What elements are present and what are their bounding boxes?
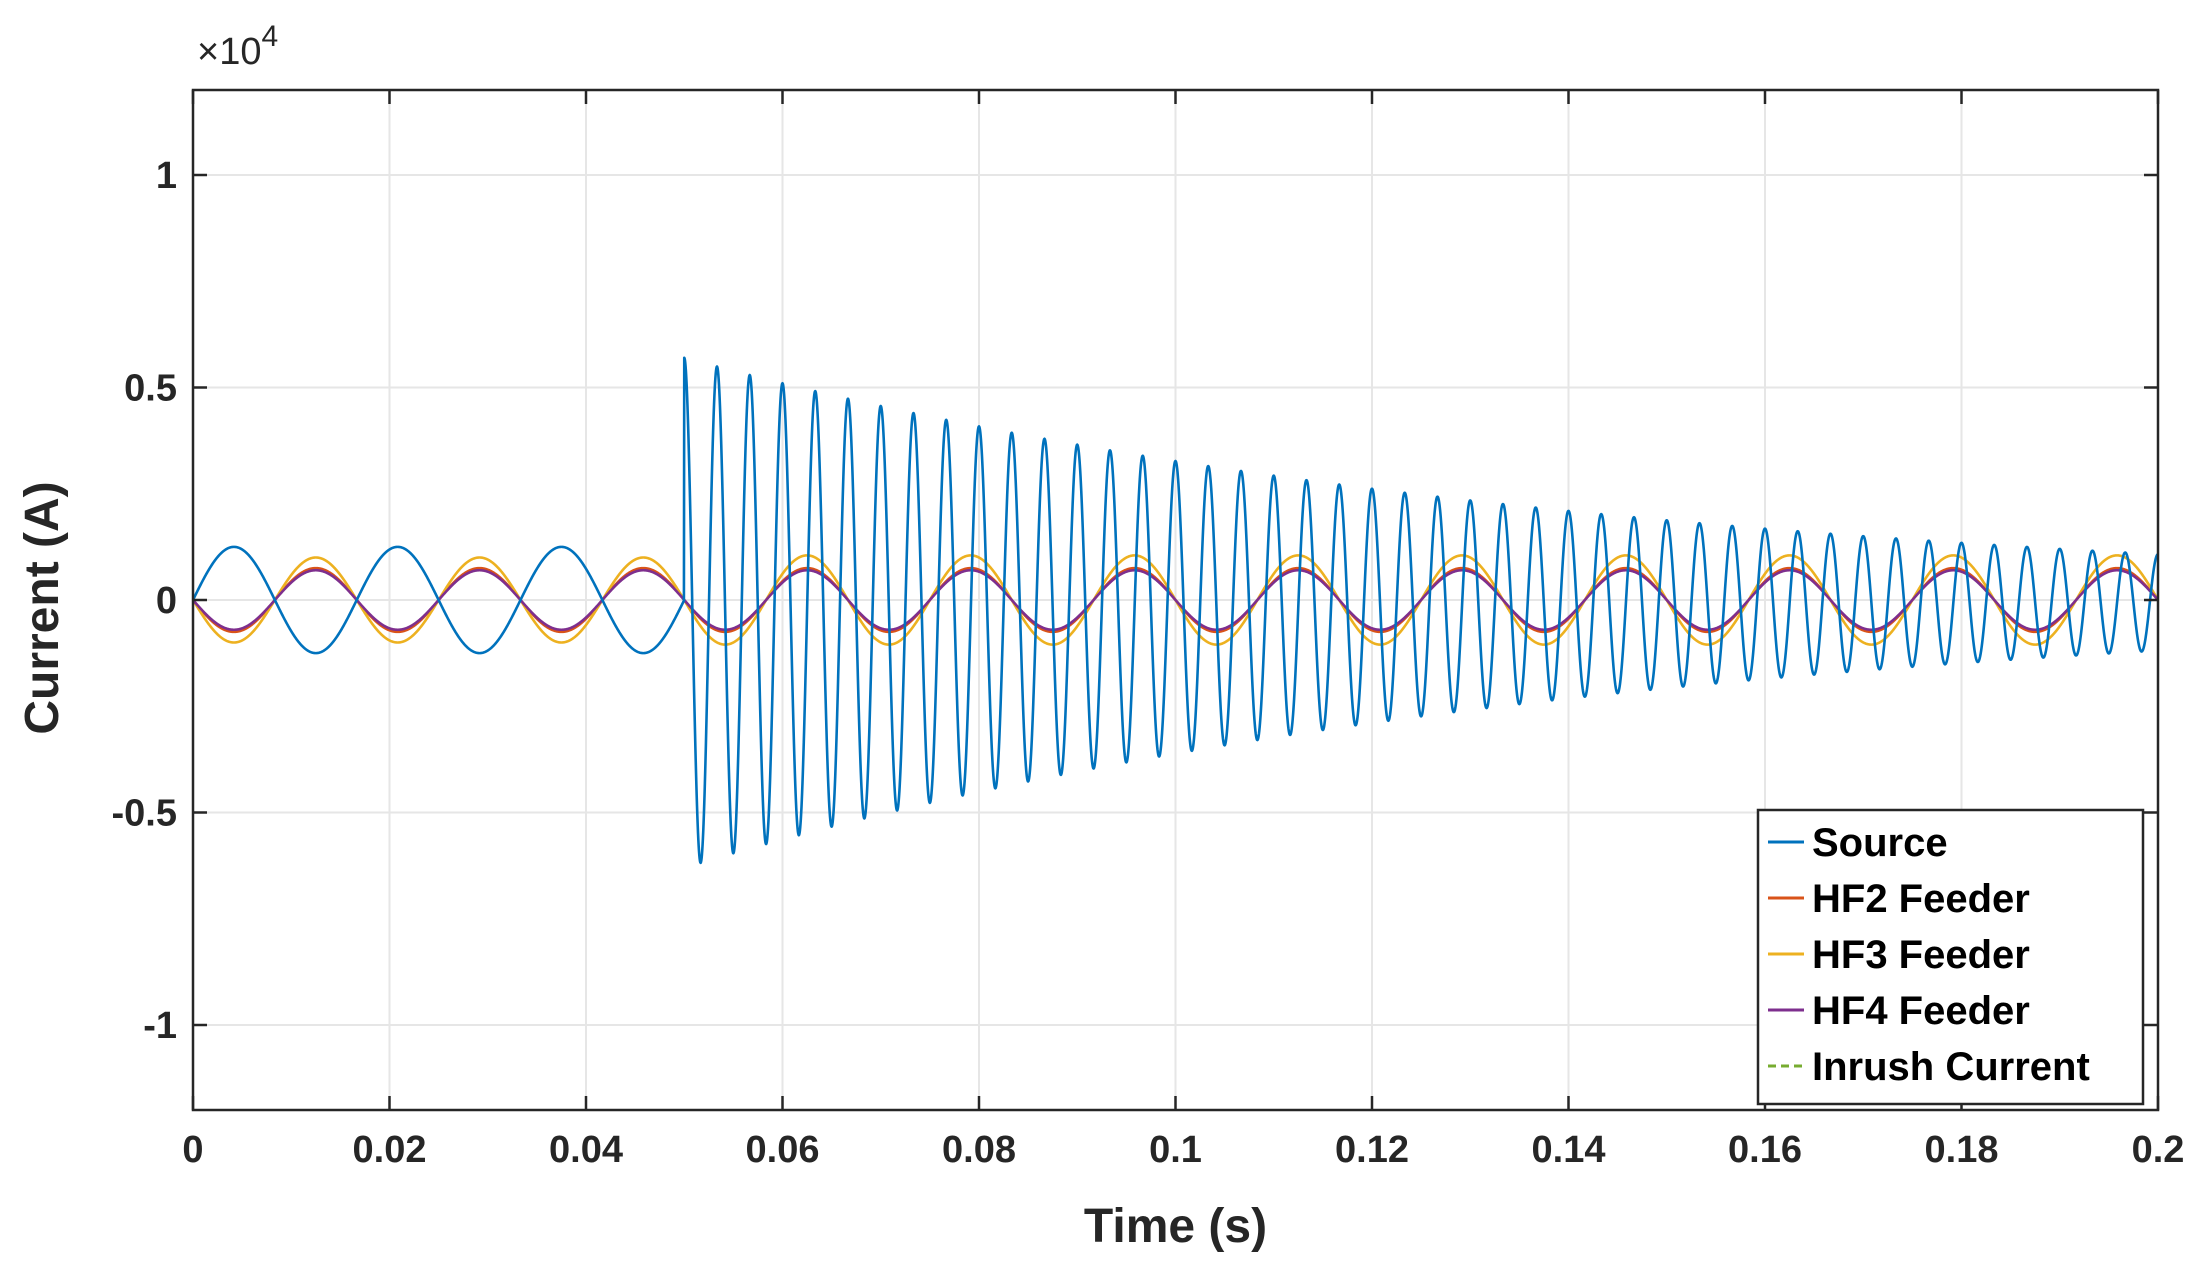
x-tick-label: 0.04 [549, 1129, 623, 1171]
legend-label: Source [1812, 821, 1948, 865]
legend-box [1756, 808, 2145, 1106]
x-tick-label: 0.18 [1925, 1129, 1999, 1171]
x-tick-label: 0.2 [2132, 1129, 2185, 1171]
x-tick-label: 0.02 [353, 1129, 427, 1171]
legend-label: Inrush Current [1812, 1045, 2090, 1089]
y-axis-exponent-base: ×10 [197, 31, 261, 73]
series-source [191, 356, 2159, 865]
legend-label: HF2 Feeder [1812, 877, 2030, 921]
y-tick-label: 1 [156, 155, 177, 197]
x-tick-label: 0 [182, 1129, 203, 1171]
x-axis-title: Time (s) [1084, 1200, 1267, 1253]
y-tick-label: -1 [143, 1005, 177, 1047]
tick-labels: 0 0.02 0.04 0.06 0.08 0.1 0.12 0.14 0.16 0.18 0.2 -… [112, 155, 2185, 1171]
series-group [191, 356, 2160, 865]
x-tick-label: 0.08 [942, 1129, 1016, 1171]
y-tick-label: 0 [156, 580, 177, 622]
y-axis-title: Current (A) [16, 481, 69, 734]
x-tick-label: 0.14 [1532, 1129, 1606, 1171]
legend-label: HF3 Feeder [1812, 933, 2030, 977]
legend-label: HF4 Feeder [1812, 989, 2030, 1033]
y-tick-label: 0.5 [124, 368, 177, 410]
x-tick-label: 0.1 [1149, 1129, 1202, 1171]
legend: Source HF2 Feeder HF3 Feeder HF4 Feeder Inru… [1756, 808, 2145, 1106]
plot-area-frame [191, 88, 2160, 1112]
x-tick-label: 0.12 [1335, 1129, 1409, 1171]
x-tick-label: 0.16 [1728, 1129, 1802, 1171]
y-tick-label: -0.5 [112, 793, 177, 835]
y-axis-exponent: ×104 [197, 20, 278, 73]
x-tick-label: 0.06 [746, 1129, 820, 1171]
y-axis-exponent-power: 4 [261, 20, 278, 53]
